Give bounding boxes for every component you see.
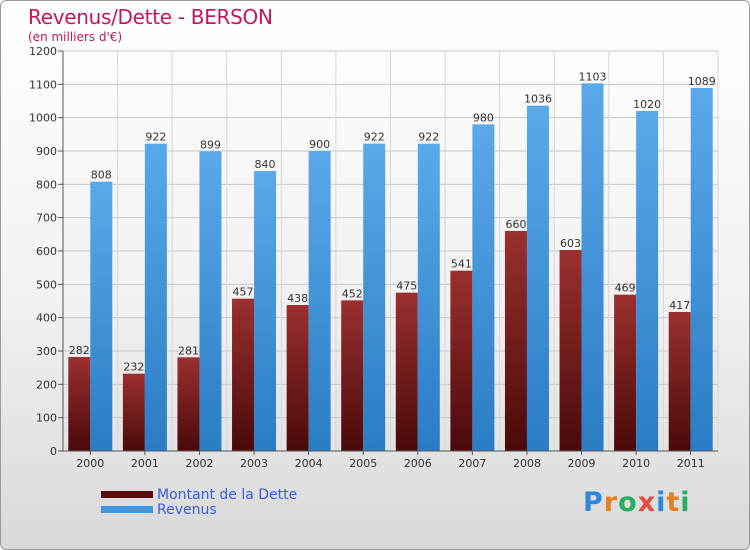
bar-dette (122, 373, 145, 451)
y-tick-label: 800 (36, 178, 57, 191)
bar-revenus (636, 111, 659, 451)
data-label-dette: 660 (505, 218, 526, 231)
data-label-dette: 603 (560, 237, 581, 250)
legend-label-debt: Montant de la Dette (157, 487, 298, 503)
logo-letter: i (656, 487, 667, 518)
y-tick-label: 400 (36, 312, 57, 325)
data-label-dette: 438 (287, 292, 308, 305)
logo-letter: o (618, 487, 638, 518)
bar-revenus (144, 143, 167, 451)
data-labels: 282 808 232 922 281 899 457 840 438 900 452 922 475 9… (69, 70, 716, 373)
y-tick-label: 0 (50, 445, 57, 458)
data-label-revenus: 1103 (579, 70, 607, 83)
x-tick-label: 2011 (677, 457, 705, 470)
bar-dette (559, 250, 582, 451)
data-label-dette: 417 (669, 299, 690, 312)
bar-dette (286, 305, 309, 451)
x-tick-label: 2003 (240, 457, 268, 470)
y-tick-label: 700 (36, 212, 57, 225)
bar-dette (341, 300, 364, 451)
x-tick-label: 2002 (185, 457, 213, 470)
bar-revenus (308, 151, 331, 451)
bar-dette (177, 357, 200, 451)
x-tick-label: 2008 (513, 457, 541, 470)
y-tick-label: 1100 (29, 78, 57, 91)
bar-dette (504, 231, 527, 451)
data-label-dette: 475 (396, 280, 417, 293)
bar-revenus (363, 143, 386, 451)
data-label-revenus: 922 (145, 131, 166, 144)
data-label-dette: 457 (233, 286, 254, 299)
data-label-dette: 469 (615, 282, 636, 295)
x-tick-label: 2009 (568, 457, 596, 470)
data-label-revenus: 922 (418, 131, 439, 144)
y-tick-label: 100 (36, 412, 57, 425)
data-label-revenus: 980 (473, 111, 494, 124)
bar-revenus (90, 181, 113, 451)
chart-title: Revenus/Dette - BERSON (28, 5, 273, 29)
logo-letter: x (637, 487, 657, 518)
data-label-dette: 452 (342, 287, 363, 300)
data-label-dette: 282 (69, 344, 90, 357)
bar-dette (68, 357, 91, 451)
data-label-dette: 541 (451, 258, 472, 271)
bar-revenus (472, 124, 495, 451)
bar-revenus (526, 105, 549, 452)
legend-swatch-revenus (101, 506, 153, 513)
y-tick-label: 500 (36, 278, 57, 291)
legend-swatch-debt (101, 491, 153, 498)
data-label-revenus: 899 (200, 138, 221, 151)
data-label-dette: 232 (123, 361, 144, 374)
y-tick-label: 600 (36, 245, 57, 258)
y-tick-label: 1000 (29, 112, 57, 125)
bar-revenus (199, 151, 222, 452)
proxiti-logo: Proxiti (583, 487, 691, 518)
chart-subtitle: (en milliers d'€) (28, 30, 123, 44)
data-label-revenus: 808 (91, 169, 112, 182)
data-label-revenus: 1020 (633, 98, 661, 111)
bar-revenus (417, 143, 440, 451)
bar-dette (614, 294, 637, 451)
y-tick-label: 1200 (29, 45, 57, 58)
data-label-revenus: 840 (255, 158, 276, 171)
x-tick-label: 2006 (404, 457, 432, 470)
logo-letter: t (666, 487, 681, 518)
x-tick-label: 2010 (622, 457, 650, 470)
x-tick-label: 2005 (349, 457, 377, 470)
data-label-dette: 281 (178, 344, 199, 357)
bar-revenus (254, 171, 277, 451)
bar-revenus (690, 88, 713, 451)
bar-dette (395, 292, 418, 451)
bar-revenus (581, 83, 604, 451)
logo-letter: i (680, 487, 691, 518)
x-tick-label: 2000 (76, 457, 104, 470)
x-tick-label: 2007 (458, 457, 486, 470)
axes: 0 100 200 300 400 500 600 700 800 900 1000 1100 1200… (29, 45, 718, 470)
bar-dette (450, 270, 473, 451)
y-tick-label: 900 (36, 145, 57, 158)
y-tick-label: 300 (36, 345, 57, 358)
logo-letter: r (603, 487, 619, 518)
data-label-revenus: 1036 (524, 93, 552, 106)
data-label-revenus: 900 (309, 138, 330, 151)
bar-dette (668, 312, 691, 451)
data-label-revenus: 922 (364, 131, 385, 144)
legend-label-revenus: Revenus (157, 502, 217, 518)
x-tick-label: 2004 (295, 457, 323, 470)
data-label-revenus: 1089 (688, 75, 716, 88)
y-tick-label: 200 (36, 378, 57, 391)
x-tick-label: 2001 (131, 457, 159, 470)
bars (68, 83, 713, 452)
bar-dette (232, 298, 255, 451)
logo-letter: P (583, 487, 604, 518)
